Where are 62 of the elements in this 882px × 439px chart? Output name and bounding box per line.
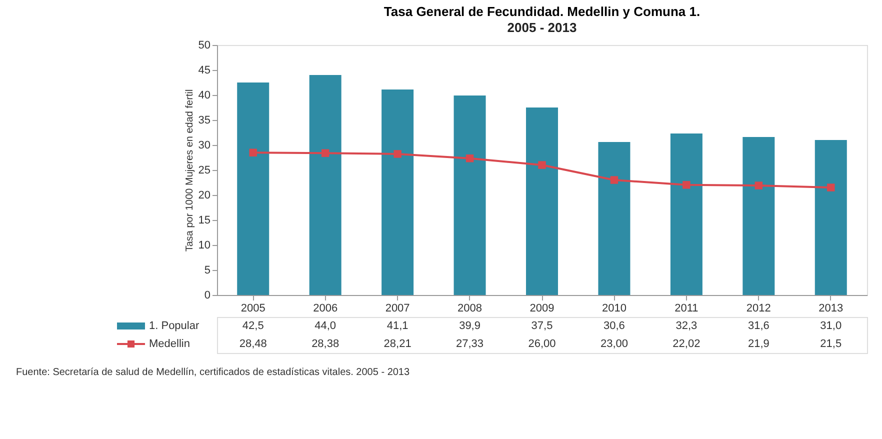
y-tick-label: 45 (198, 64, 210, 76)
data-label: 26,00 (528, 338, 556, 350)
x-tick-label: 2008 (458, 302, 482, 314)
data-label: 21,9 (748, 338, 770, 350)
source-note: Fuente: Secretaría de salud de Medellín, certificados de estadísticas vitales. 2005 - 2013 (16, 367, 410, 378)
point (466, 154, 474, 162)
x-tick-label: 2011 (674, 302, 698, 314)
data-label: 42,5 (242, 320, 264, 332)
y-tick-label: 30 (198, 140, 210, 152)
point (827, 184, 835, 192)
point (321, 149, 330, 157)
bar (670, 134, 702, 295)
x-tick-label: 2005 (240, 302, 266, 314)
y-tick-label: 5 (204, 264, 210, 276)
data-label: 41,1 (386, 320, 408, 332)
data-label: 39,9 (459, 320, 480, 332)
data-label: 31,6 (748, 320, 770, 332)
y-tick-label: 20 (198, 190, 210, 202)
data-label: 32,3 (676, 320, 698, 332)
data-label: 28,48 (239, 338, 267, 350)
y-tick-label: 0 (204, 290, 210, 302)
x-tick-label: 2009 (530, 302, 554, 314)
point (249, 148, 257, 156)
y-tick-label: 50 (198, 40, 210, 52)
data-label: 22,02 (672, 338, 700, 350)
point (394, 150, 402, 158)
bar (814, 140, 847, 295)
bar (742, 137, 775, 295)
x-tick-label: 2012 (746, 302, 771, 314)
data-label: 23,00 (600, 338, 628, 350)
x-tick-label: 2010 (602, 302, 626, 314)
point (682, 181, 690, 189)
data-label: 21,5 (820, 338, 842, 350)
y-tick-label: 40 (198, 90, 210, 102)
chart-subtitle: 2005 - 2013 (507, 20, 577, 35)
bar (526, 108, 558, 295)
data-label: 28,38 (312, 338, 340, 350)
bar (309, 75, 342, 295)
y-tick-label: 35 (198, 114, 210, 126)
point (754, 182, 763, 190)
x-tick-label: 2013 (818, 302, 844, 314)
point (610, 176, 618, 184)
x-tick-label: 2006 (313, 302, 338, 314)
chart-title: Tasa General de Fecundidad. Medellin y Comuna 1. (384, 4, 700, 19)
data-label: 31,0 (820, 320, 842, 332)
data-label: 37,5 (531, 320, 553, 332)
bar (237, 82, 270, 295)
data-label: 28,21 (384, 338, 412, 350)
point (538, 161, 546, 169)
bar (454, 96, 486, 295)
y-axis-title: Tasa por 1000 Mujeres en edad fertil (184, 89, 196, 252)
legend-label: 1. Popular (149, 320, 200, 332)
y-tick-label: 15 (198, 214, 210, 226)
data-label: 27,33 (456, 338, 484, 350)
y-tick-label: 10 (198, 240, 210, 252)
data-label: 30,6 (604, 320, 625, 332)
legend-label: Medellin (149, 338, 190, 350)
bar (382, 90, 414, 295)
x-tick-label: 2007 (385, 302, 410, 314)
y-tick-label: 25 (198, 164, 210, 176)
data-label: 44,0 (314, 320, 336, 332)
bar (598, 142, 630, 295)
